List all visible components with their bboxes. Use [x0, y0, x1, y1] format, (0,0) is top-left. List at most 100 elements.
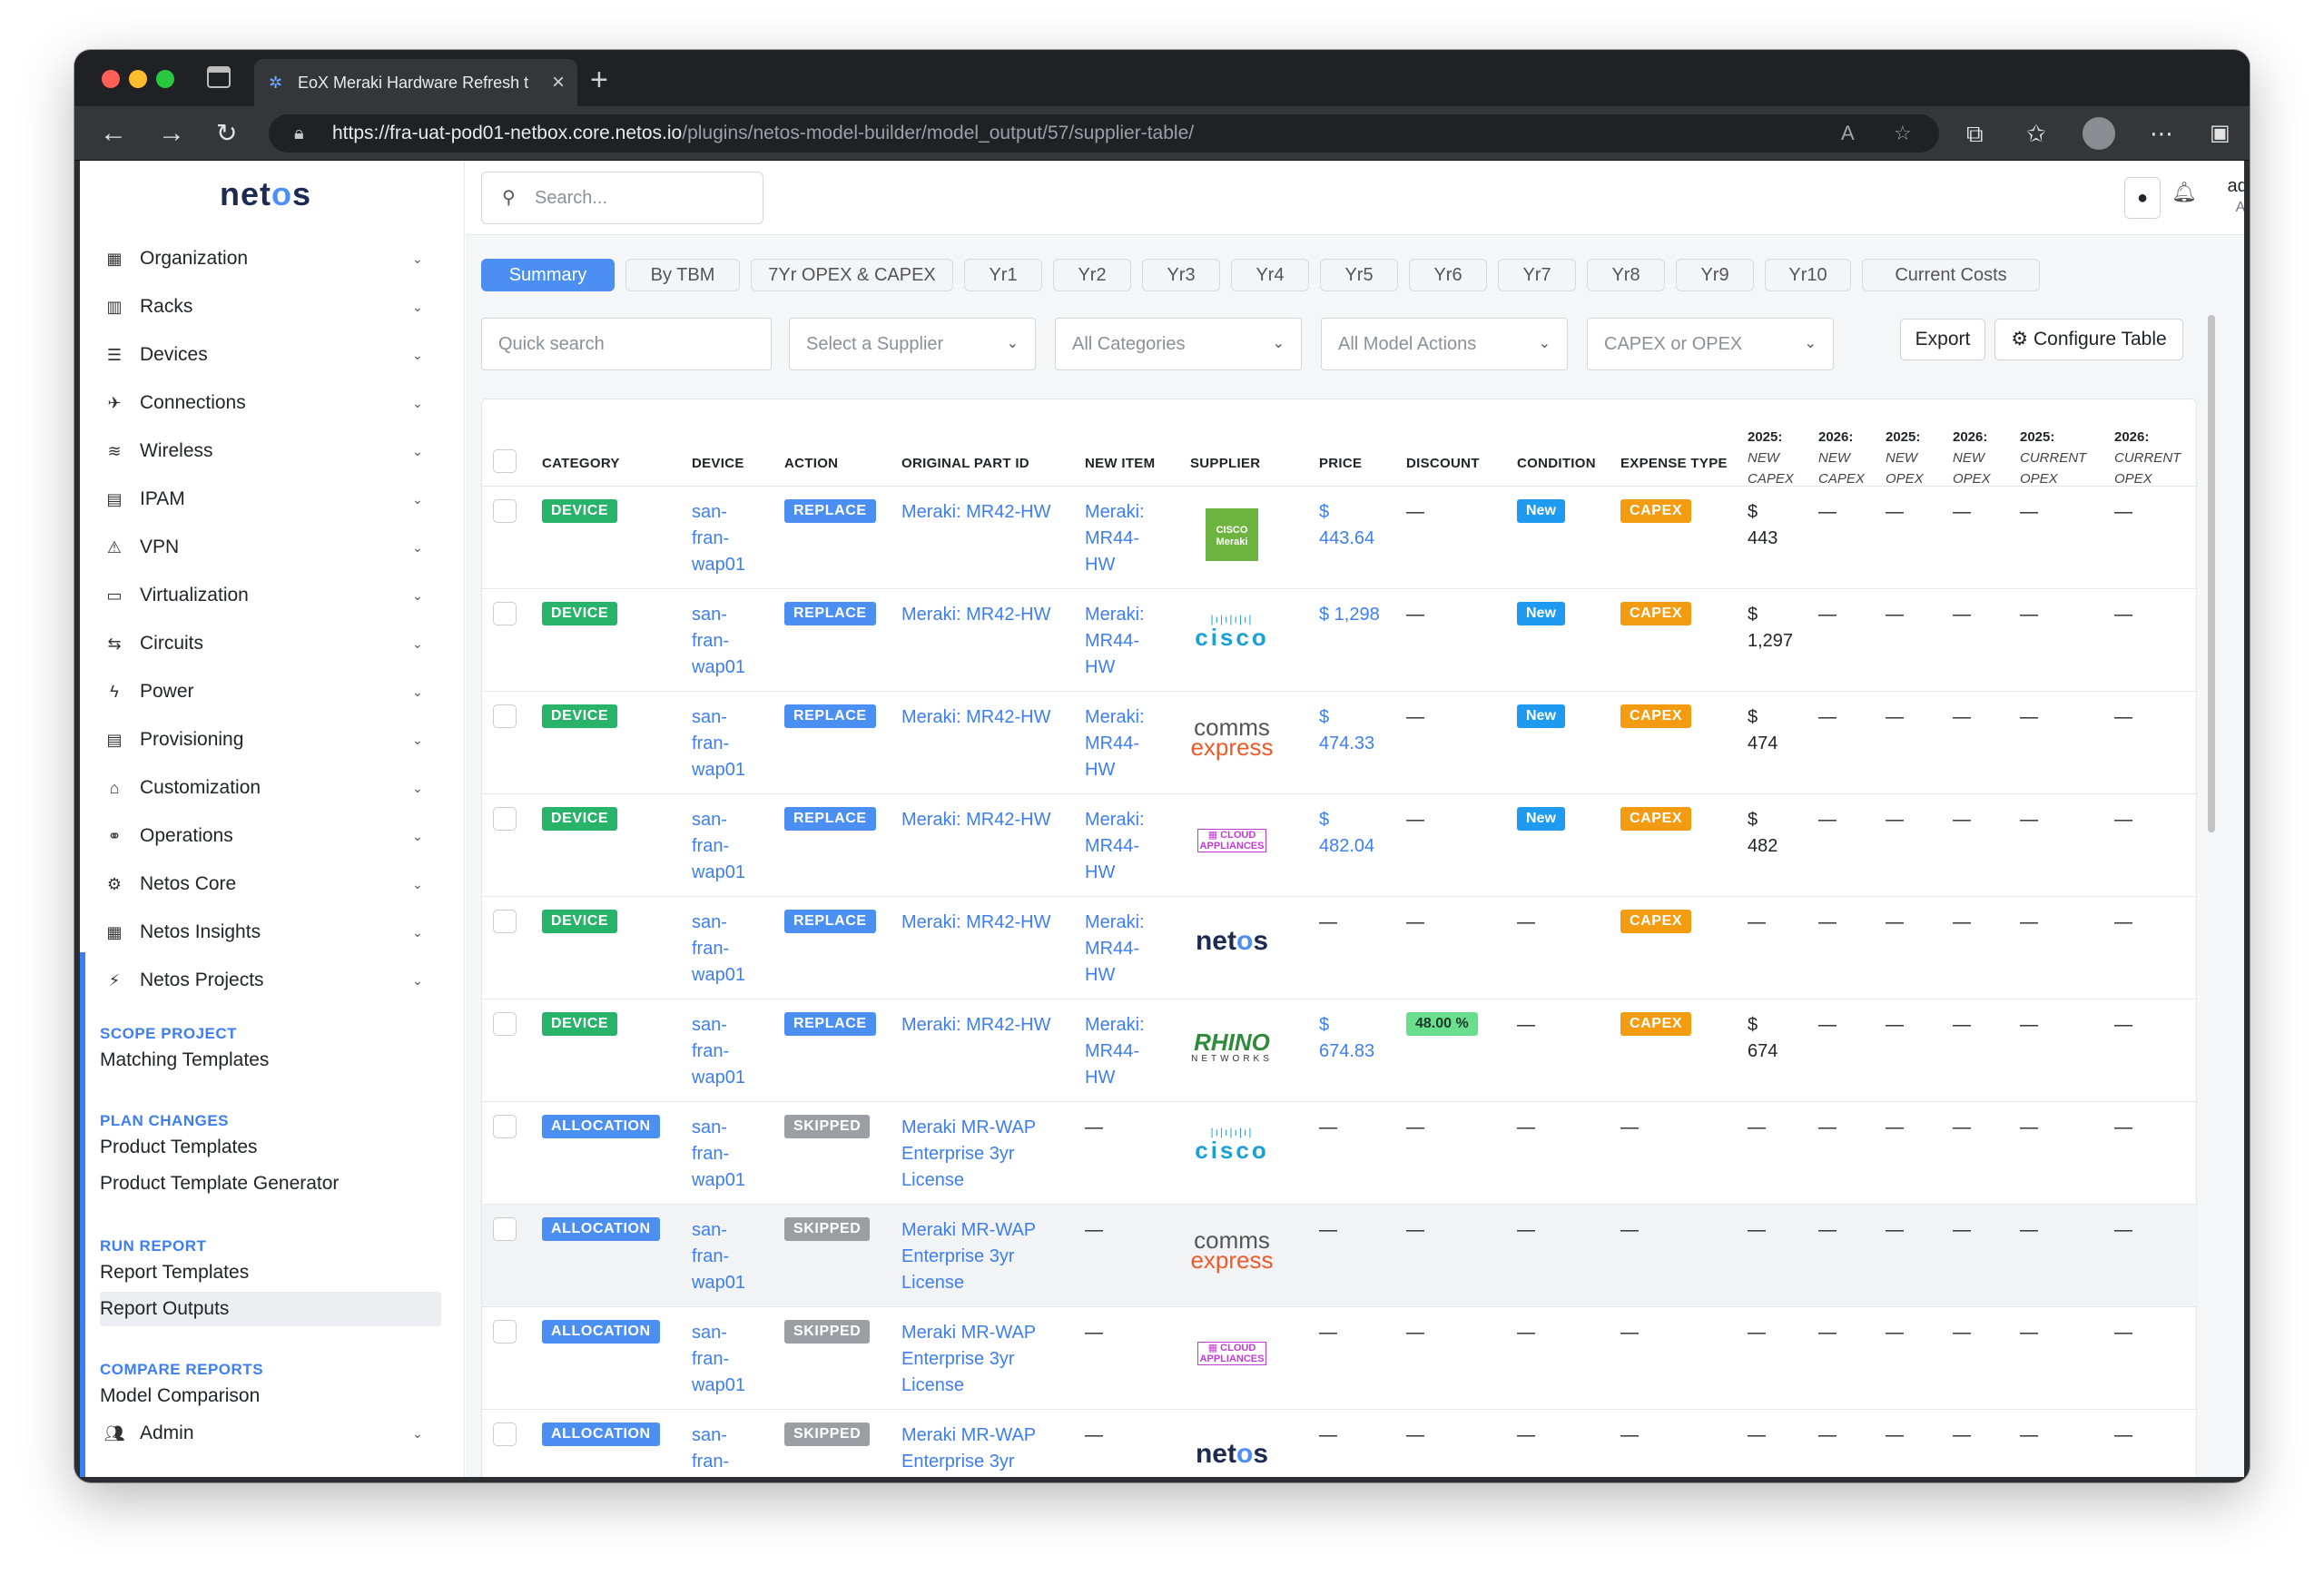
close-window-icon[interactable] — [102, 70, 120, 88]
row-checkbox[interactable] — [493, 1320, 517, 1344]
row-checkbox[interactable] — [493, 1423, 517, 1446]
configure-table-button[interactable]: ⚙ Configure Table — [1994, 319, 2183, 360]
device-link[interactable]: san-fran-wap01 — [692, 912, 745, 985]
new-item-link[interactable]: Meraki: MR44- HW — [1085, 605, 1145, 677]
tab-yr6[interactable]: Yr6 — [1409, 259, 1487, 291]
minimize-window-icon[interactable] — [129, 70, 147, 88]
col-price[interactable]: PRICE — [1319, 456, 1363, 471]
device-link[interactable]: san-fran-wap01 — [692, 1425, 730, 1472]
row-checkbox[interactable] — [493, 1012, 517, 1036]
new-item-link[interactable]: Meraki: MR44- HW — [1085, 810, 1145, 882]
table-row[interactable]: DEVICE san-fran-wap01 REPLACE Meraki: MR42-… — [482, 589, 2198, 692]
col-expense-type[interactable]: EXPENSE TYPE — [1620, 456, 1728, 471]
favorites-icon[interactable]: ✩ — [2026, 120, 2046, 147]
tab-yr7[interactable]: Yr7 — [1498, 259, 1576, 291]
table-row[interactable]: ALLOCATION san-fran-wap01 SKIPPED Meraki MR… — [482, 1307, 2198, 1410]
table-row[interactable]: DEVICE san-fran-wap01 REPLACE Meraki: MR42-… — [482, 999, 2198, 1102]
sidebar-item-devices[interactable]: ☰ Devices ⌄ — [80, 331, 465, 379]
sidebar-item-vpn[interactable]: ⚠ VPN ⌄ — [80, 524, 465, 571]
row-checkbox[interactable] — [493, 602, 517, 625]
sidebar-item-racks[interactable]: ▥ Racks ⌄ — [80, 283, 465, 330]
export-button[interactable]: Export — [1900, 319, 1985, 360]
lightbulb-icon[interactable]: ● — [2124, 177, 2161, 219]
original-part-link[interactable]: Meraki: MR42-HW — [901, 502, 1051, 522]
address-bar[interactable]: 🔒︎ https://fra-uat-pod01-netbox.core.net… — [269, 114, 1939, 153]
select-all-checkbox[interactable] — [493, 449, 517, 473]
col-2026-new-opex[interactable]: 2026: NEW OPEX — [1953, 429, 1991, 487]
table-row[interactable]: ALLOCATION san-fran-wap01 SKIPPED Meraki MR… — [482, 1205, 2198, 1307]
user-menu[interactable]: admin Admin — [2222, 175, 2244, 219]
sidebar-item-customization[interactable]: ⌂ Customization ⌄ — [80, 764, 465, 812]
profile-avatar[interactable] — [2083, 117, 2115, 150]
reload-icon[interactable]: ↻ — [216, 119, 238, 147]
tab-yr10[interactable]: Yr10 — [1765, 259, 1851, 291]
sidebar-item-organization[interactable]: ▦ Organization ⌄ — [80, 235, 465, 282]
tab-by-tbm[interactable]: By TBM — [625, 259, 740, 291]
col-discount[interactable]: DISCOUNT — [1406, 456, 1480, 471]
maximize-window-icon[interactable] — [156, 70, 174, 88]
quick-search-input[interactable]: Quick search — [481, 318, 772, 370]
original-part-link[interactable]: Meraki: MR42-HW — [901, 912, 1051, 932]
netos-logo[interactable]: netos — [220, 175, 312, 212]
device-link[interactable]: san-fran-wap01 — [692, 605, 745, 677]
scrollbar[interactable] — [2208, 315, 2215, 832]
sidebar-item-netos-insights[interactable]: ▦ Netos Insights ⌄ — [80, 909, 465, 956]
row-checkbox[interactable] — [493, 1217, 517, 1241]
device-link[interactable]: san-fran-wap01 — [692, 810, 745, 882]
tab-yr8[interactable]: Yr8 — [1587, 259, 1665, 291]
original-part-link[interactable]: Meraki: MR42-HW — [901, 810, 1051, 830]
device-link[interactable]: san-fran-wap01 — [692, 1323, 745, 1395]
sidebar-link-matching-templates[interactable]: Matching Templates — [100, 1049, 270, 1070]
col-category[interactable]: CATEGORY — [542, 456, 620, 471]
new-item-link[interactable]: Meraki: MR44- HW — [1085, 1015, 1145, 1088]
row-checkbox[interactable] — [493, 499, 517, 523]
table-row[interactable]: DEVICE san-fran-wap01 REPLACE Meraki: MR42-… — [482, 897, 2198, 999]
tab-yr3[interactable]: Yr3 — [1142, 259, 1220, 291]
sidebar-item-operations[interactable]: ⚭ Operations ⌄ — [80, 812, 465, 860]
sidebar-item-power[interactable]: ϟ Power ⌄ — [80, 668, 465, 715]
back-icon[interactable]: ← — [100, 118, 127, 148]
col-original-part[interactable]: ORIGINAL PART ID — [901, 456, 1029, 471]
device-link[interactable]: san-fran-wap01 — [692, 1117, 745, 1190]
favorite-star-icon[interactable]: ☆ — [1894, 122, 1912, 144]
tab-yr9[interactable]: Yr9 — [1676, 259, 1754, 291]
tab-yr1[interactable]: Yr1 — [964, 259, 1042, 291]
row-checkbox[interactable] — [493, 807, 517, 831]
col-2025-new-capex[interactable]: 2025: NEW CAPEX — [1748, 429, 1794, 487]
sidebar-link-product-templates[interactable]: Product Templates — [100, 1137, 258, 1157]
table-row[interactable]: ALLOCATION san-fran-wap01 SKIPPED Meraki MR… — [482, 1410, 2198, 1477]
col-2025-current-opex[interactable]: 2025: CURRENT OPEX — [2020, 429, 2087, 487]
col-device[interactable]: DEVICE — [692, 456, 744, 471]
new-tab-icon[interactable]: + — [590, 63, 608, 97]
sidebar-toggle-icon[interactable] — [207, 66, 231, 88]
sidebar-item-wireless[interactable]: ≋ Wireless ⌄ — [80, 428, 465, 475]
sidebar-item-connections[interactable]: ✈ Connections ⌄ — [80, 379, 465, 427]
original-part-link[interactable]: Meraki: MR42-HW — [901, 1015, 1051, 1035]
col-2026-current-opex[interactable]: 2026: CURRENT OPEX — [2114, 429, 2181, 487]
device-link[interactable]: san-fran-wap01 — [692, 1015, 745, 1088]
read-aloud-icon[interactable]: A — [1841, 122, 1855, 144]
original-part-link[interactable]: Meraki: MR42-HW — [901, 707, 1051, 727]
sidebar-item-admin[interactable]: 👥︎ Admin ⌄ — [80, 1410, 465, 1457]
device-link[interactable]: san-fran-wap01 — [692, 707, 745, 780]
tab-yr5[interactable]: Yr5 — [1320, 259, 1398, 291]
sidebar-item-ipam[interactable]: ▤ IPAM ⌄ — [80, 476, 465, 523]
device-link[interactable]: san-fran-wap01 — [692, 1220, 745, 1293]
device-link[interactable]: san-fran-wap01 — [692, 502, 745, 575]
col-2025-new-opex[interactable]: 2025: NEW OPEX — [1886, 429, 1924, 487]
table-row[interactable]: DEVICE san-fran-wap01 REPLACE Meraki: MR42-… — [482, 794, 2198, 897]
new-item-link[interactable]: Meraki: MR44- HW — [1085, 707, 1145, 780]
tab-7yr-opex-capex[interactable]: 7Yr OPEX & CAPEX — [751, 259, 953, 291]
col-supplier[interactable]: SUPPLIER — [1190, 456, 1261, 471]
new-item-link[interactable]: Meraki: MR44- HW — [1085, 502, 1145, 575]
row-checkbox[interactable] — [493, 910, 517, 933]
tab-yr4[interactable]: Yr4 — [1231, 259, 1309, 291]
sidebar-link-report-outputs[interactable]: Report Outputs — [100, 1292, 441, 1326]
original-part-link[interactable]: Meraki: MR42-HW — [901, 605, 1051, 625]
supplier-select[interactable]: Select a Supplier ⌄ — [789, 318, 1036, 370]
extensions-icon[interactable]: ⧉ — [1966, 120, 1984, 147]
tab-yr2[interactable]: Yr2 — [1053, 259, 1131, 291]
